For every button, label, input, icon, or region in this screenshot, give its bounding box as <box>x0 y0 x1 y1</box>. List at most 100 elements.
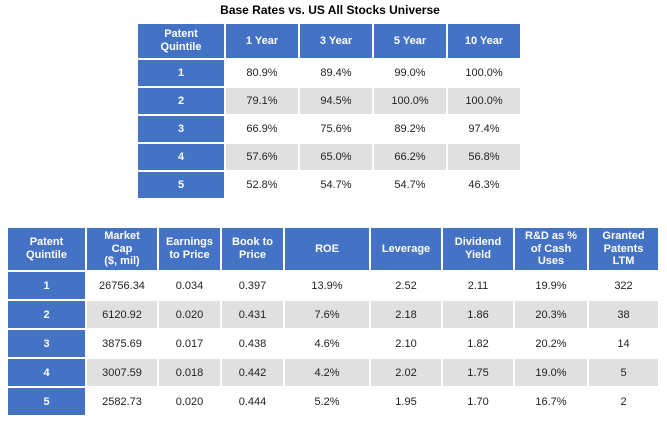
cell: 100.0% <box>374 88 446 114</box>
quintile-cell: 5 <box>138 172 224 198</box>
quintile-cell: 2 <box>8 301 85 328</box>
cell: 4.6% <box>285 330 369 357</box>
cell: 20.3% <box>515 301 587 328</box>
cell: 0.020 <box>159 301 220 328</box>
col-header-dividend-yield: Dividend Yield <box>443 228 513 270</box>
col-header-earnings-to-price: Earnings to Price <box>159 228 220 270</box>
cell: 54.7% <box>374 172 446 198</box>
cell: 46.3% <box>448 172 520 198</box>
table-row: 4 57.6% 65.0% 66.2% 56.8% <box>138 144 520 170</box>
cell: 80.9% <box>226 60 298 86</box>
quintile-cell: 2 <box>138 88 224 114</box>
table-row: 3 66.9% 75.6% 89.2% 97.4% <box>138 116 520 142</box>
cell: 5.2% <box>285 388 369 415</box>
cell: 0.397 <box>222 272 283 299</box>
col-header-5-year: 5 Year <box>374 24 446 58</box>
cell: 65.0% <box>300 144 372 170</box>
cell: 2.52 <box>371 272 441 299</box>
cell: 94.5% <box>300 88 372 114</box>
cell: 0.442 <box>222 359 283 386</box>
cell: 0.017 <box>159 330 220 357</box>
col-header-roe: ROE <box>285 228 369 270</box>
col-header-1-year: 1 Year <box>226 24 298 58</box>
cell: 99.0% <box>374 60 446 86</box>
cell: 6120.92 <box>87 301 157 328</box>
cell: 2.02 <box>371 359 441 386</box>
cell: 19.9% <box>515 272 587 299</box>
col-header-market-cap: Market Cap ($, mil) <box>87 228 157 270</box>
quintile-characteristics-table: Patent Quintile Market Cap ($, mil) Earn… <box>6 226 660 417</box>
cell: 66.2% <box>374 144 446 170</box>
quintile-cell: 1 <box>138 60 224 86</box>
cell: 0.020 <box>159 388 220 415</box>
table-row: 2 79.1% 94.5% 100.0% 100.0% <box>138 88 520 114</box>
cell: 2 <box>589 388 658 415</box>
table-row: 4 3007.59 0.018 0.442 4.2% 2.02 1.75 19.… <box>8 359 658 386</box>
cell: 100.0% <box>448 60 520 86</box>
cell: 0.034 <box>159 272 220 299</box>
cell: 0.431 <box>222 301 283 328</box>
cell: 2.18 <box>371 301 441 328</box>
table-row: 2 6120.92 0.020 0.431 7.6% 2.18 1.86 20.… <box>8 301 658 328</box>
cell: 26756.34 <box>87 272 157 299</box>
cell: 2582.73 <box>87 388 157 415</box>
col-header-granted-patents: Granted Patents LTM <box>589 228 658 270</box>
table-row: 1 26756.34 0.034 0.397 13.9% 2.52 2.11 1… <box>8 272 658 299</box>
quintile-cell: 3 <box>8 330 85 357</box>
col-header-patent-quintile: Patent Quintile <box>8 228 85 270</box>
table-row: 1 80.9% 89.4% 99.0% 100.0% <box>138 60 520 86</box>
header-row: Patent Quintile Market Cap ($, mil) Earn… <box>8 228 658 270</box>
cell: 1.82 <box>443 330 513 357</box>
cell: 13.9% <box>285 272 369 299</box>
cell: 38 <box>589 301 658 328</box>
cell: 16.7% <box>515 388 587 415</box>
col-header-patent-quintile: Patent Quintile <box>138 24 224 58</box>
cell: 100.0% <box>448 88 520 114</box>
cell: 20.2% <box>515 330 587 357</box>
page-title: Base Rates vs. US All Stocks Universe <box>220 3 440 17</box>
table-row: 5 52.8% 54.7% 54.7% 46.3% <box>138 172 520 198</box>
quintile-cell: 5 <box>8 388 85 415</box>
cell: 79.1% <box>226 88 298 114</box>
cell: 89.4% <box>300 60 372 86</box>
cell: 0.444 <box>222 388 283 415</box>
cell: 1.75 <box>443 359 513 386</box>
cell: 89.2% <box>374 116 446 142</box>
col-header-10-year: 10 Year <box>448 24 520 58</box>
cell: 1.95 <box>371 388 441 415</box>
cell: 0.438 <box>222 330 283 357</box>
cell: 2.10 <box>371 330 441 357</box>
cell: 56.8% <box>448 144 520 170</box>
base-rates-table: Patent Quintile 1 Year 3 Year 5 Year 10 … <box>136 22 522 200</box>
base-rates-section: Base Rates vs. US All Stocks Universe Pa… <box>136 3 524 200</box>
cell: 2.11 <box>443 272 513 299</box>
col-header-book-to-price: Book to Price <box>222 228 283 270</box>
col-header-leverage: Leverage <box>371 228 441 270</box>
header-row: Patent Quintile 1 Year 3 Year 5 Year 10 … <box>138 24 520 58</box>
cell: 3007.59 <box>87 359 157 386</box>
cell: 57.6% <box>226 144 298 170</box>
cell: 7.6% <box>285 301 369 328</box>
cell: 5 <box>589 359 658 386</box>
col-header-rd-cash-uses: R&D as % of Cash Uses <box>515 228 587 270</box>
cell: 75.6% <box>300 116 372 142</box>
cell: 14 <box>589 330 658 357</box>
cell: 54.7% <box>300 172 372 198</box>
cell: 1.70 <box>443 388 513 415</box>
cell: 66.9% <box>226 116 298 142</box>
cell: 97.4% <box>448 116 520 142</box>
cell: 52.8% <box>226 172 298 198</box>
quintile-cell: 4 <box>138 144 224 170</box>
quintile-cell: 4 <box>8 359 85 386</box>
cell: 3875.69 <box>87 330 157 357</box>
cell: 1.86 <box>443 301 513 328</box>
table-row: 3 3875.69 0.017 0.438 4.6% 2.10 1.82 20.… <box>8 330 658 357</box>
quintile-cell: 1 <box>8 272 85 299</box>
cell: 0.018 <box>159 359 220 386</box>
quintile-cell: 3 <box>138 116 224 142</box>
table-row: 5 2582.73 0.020 0.444 5.2% 1.95 1.70 16.… <box>8 388 658 415</box>
cell: 4.2% <box>285 359 369 386</box>
cell: 19.0% <box>515 359 587 386</box>
col-header-3-year: 3 Year <box>300 24 372 58</box>
cell: 322 <box>589 272 658 299</box>
